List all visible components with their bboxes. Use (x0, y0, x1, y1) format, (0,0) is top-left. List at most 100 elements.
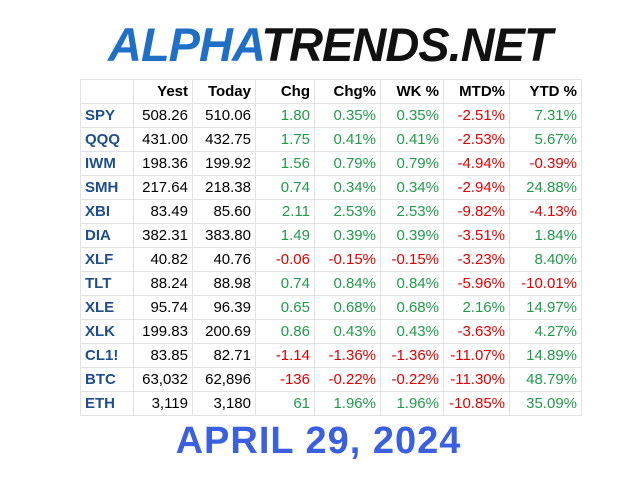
ticker-cell: XLE (80, 295, 134, 320)
value-cell: -3.51% (443, 223, 510, 248)
ticker-cell: XLK (80, 319, 134, 344)
ticker-cell: SMH (80, 175, 134, 200)
value-cell: 0.41% (314, 127, 381, 152)
value-cell: 0.34% (314, 175, 381, 200)
value-cell: 0.74 (255, 271, 315, 296)
value-cell: 432.75 (192, 127, 256, 152)
value-cell: 2.53% (314, 199, 381, 224)
value-cell: -0.06 (255, 247, 315, 272)
value-cell: -10.01% (509, 271, 582, 296)
table-row: XLE 95.74 96.39 0.65 0.68% 0.68% 2.16% 14.97% (80, 295, 582, 320)
value-cell: -2.51% (443, 103, 510, 128)
value-cell: -1.36% (314, 343, 381, 368)
header-cell: Chg (255, 79, 315, 104)
value-cell: 48.79% (509, 367, 582, 392)
value-cell: 0.41% (380, 127, 444, 152)
ticker-cell: BTC (80, 367, 134, 392)
header-cell (80, 79, 134, 104)
header-cell: MTD% (443, 79, 510, 104)
value-cell: 508.26 (133, 103, 193, 128)
value-cell: 0.43% (314, 319, 381, 344)
header-cell: Today (192, 79, 256, 104)
value-cell: -0.15% (380, 247, 444, 272)
value-cell: 0.79% (380, 151, 444, 176)
value-cell: 1.80 (255, 103, 315, 128)
ticker-cell: ETH (80, 391, 134, 416)
value-cell: -0.22% (314, 367, 381, 392)
value-cell: 0.35% (380, 103, 444, 128)
value-cell: -5.96% (443, 271, 510, 296)
value-cell: -10.85% (443, 391, 510, 416)
value-cell: 63,032 (133, 367, 193, 392)
value-cell: 83.49 (133, 199, 193, 224)
value-cell: 2.53% (380, 199, 444, 224)
value-cell: -1.36% (380, 343, 444, 368)
value-cell: 40.82 (133, 247, 193, 272)
table-row: QQQ 431.00 432.75 1.75 0.41% 0.41% -2.53% 5.67% (80, 127, 582, 152)
table-row: TLT 88.24 88.98 0.74 0.84% 0.84% -5.96% -10.01% (80, 271, 582, 296)
table-row: XLF 40.82 40.76 -0.06 -0.15% -0.15% -3.23% 8.40… (80, 247, 582, 272)
value-cell: 0.68% (380, 295, 444, 320)
value-cell: -3.23% (443, 247, 510, 272)
value-cell: 40.76 (192, 247, 256, 272)
value-cell: 1.84% (509, 223, 582, 248)
value-cell: 83.85 (133, 343, 193, 368)
table-row: ETH 3,119 3,180 61 1.96% 1.96% -10.85% 35.09% (80, 391, 582, 416)
value-cell: 0.84% (380, 271, 444, 296)
value-cell: -4.94% (443, 151, 510, 176)
value-cell: 0.68% (314, 295, 381, 320)
ticker-cell: TLT (80, 271, 134, 296)
value-cell: 0.43% (380, 319, 444, 344)
value-cell: 1.96% (314, 391, 381, 416)
value-cell: 88.24 (133, 271, 193, 296)
value-cell: 1.75 (255, 127, 315, 152)
value-cell: -1.14 (255, 343, 315, 368)
value-cell: 218.38 (192, 175, 256, 200)
value-cell: 510.06 (192, 103, 256, 128)
value-cell: 2.11 (255, 199, 315, 224)
value-cell: -11.30% (443, 367, 510, 392)
value-cell: 62,896 (192, 367, 256, 392)
table-row: CL1! 83.85 82.71 -1.14 -1.36% -1.36% -11.07% 14… (80, 343, 582, 368)
value-cell: 7.31% (509, 103, 582, 128)
value-cell: 85.60 (192, 199, 256, 224)
value-cell: 3,119 (133, 391, 193, 416)
table-row: SPY 508.26 510.06 1.80 0.35% 0.35% -2.51% 7.31% (80, 103, 582, 128)
value-cell: 199.83 (133, 319, 193, 344)
header-cell: YTD % (509, 79, 582, 104)
ticker-cell: XLF (80, 247, 134, 272)
value-cell: 35.09% (509, 391, 582, 416)
table-row: BTC 63,032 62,896 -136 -0.22% -0.22% -11.30% 48… (80, 367, 582, 392)
value-cell: -2.53% (443, 127, 510, 152)
value-cell: 1.49 (255, 223, 315, 248)
value-cell: 1.96% (380, 391, 444, 416)
table-row: SMH 217.64 218.38 0.74 0.34% 0.34% -2.94% 24.88… (80, 175, 582, 200)
table-row: IWM 198.36 199.92 1.56 0.79% 0.79% -4.94% -0.39… (80, 151, 582, 176)
value-cell: -0.22% (380, 367, 444, 392)
value-cell: 0.65 (255, 295, 315, 320)
value-cell: 88.98 (192, 271, 256, 296)
value-cell: -0.15% (314, 247, 381, 272)
ticker-cell: QQQ (80, 127, 134, 152)
value-cell: 382.31 (133, 223, 193, 248)
value-cell: 24.88% (509, 175, 582, 200)
value-cell: 383.80 (192, 223, 256, 248)
value-cell: 0.84% (314, 271, 381, 296)
value-cell: 2.16% (443, 295, 510, 320)
value-cell: 82.71 (192, 343, 256, 368)
ticker-cell: DIA (80, 223, 134, 248)
value-cell: 200.69 (192, 319, 256, 344)
value-cell: 217.64 (133, 175, 193, 200)
value-cell: 61 (255, 391, 315, 416)
value-cell: 8.40% (509, 247, 582, 272)
value-cell: -3.63% (443, 319, 510, 344)
value-cell: 0.39% (380, 223, 444, 248)
ticker-cell: IWM (80, 151, 134, 176)
market-table: Yest Today Chg Chg% WK % MTD% YTD % SPY 508.26 51… (80, 79, 582, 416)
value-cell: -0.39% (509, 151, 582, 176)
header-row: Yest Today Chg Chg% WK % MTD% YTD % (80, 79, 582, 104)
value-cell: -9.82% (443, 199, 510, 224)
value-cell: 3,180 (192, 391, 256, 416)
value-cell: -136 (255, 367, 315, 392)
ticker-cell: SPY (80, 103, 134, 128)
